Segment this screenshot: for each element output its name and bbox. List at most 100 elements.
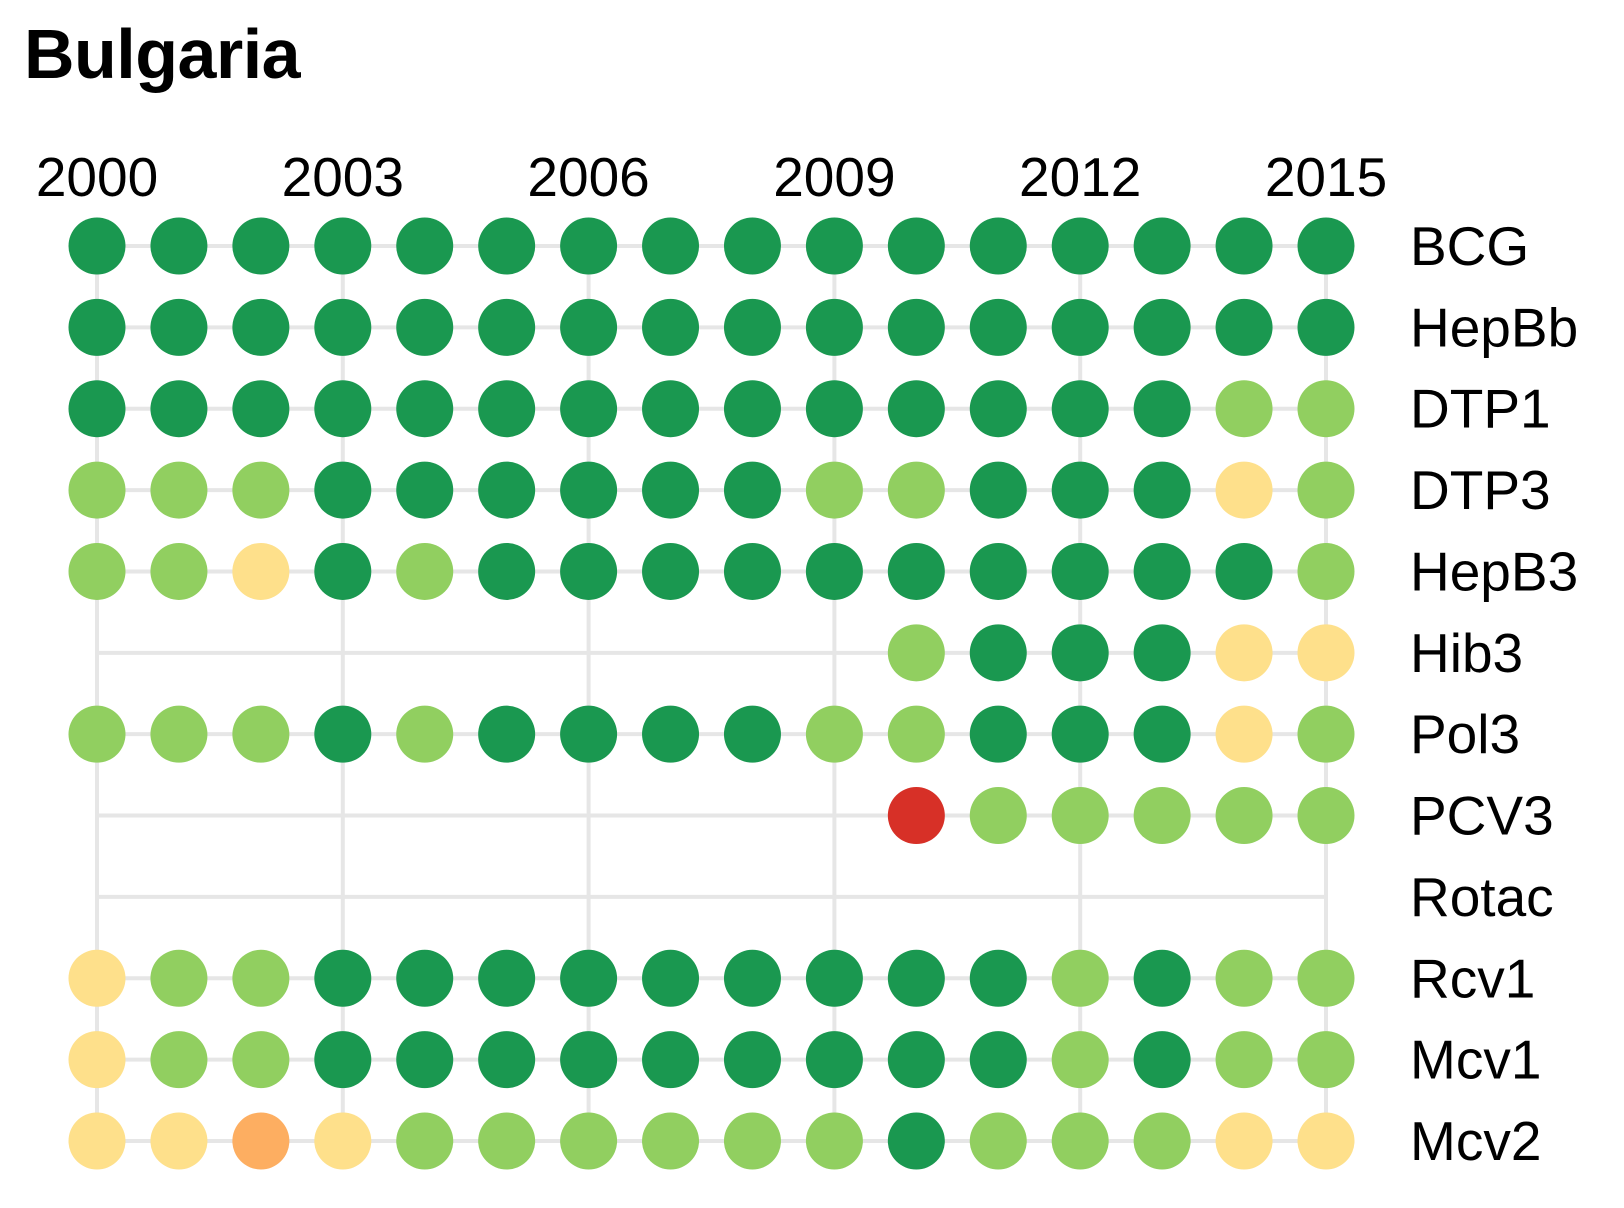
dot-hepb3-2008	[723, 542, 781, 600]
dot-bcg-2000	[68, 217, 126, 275]
dot-pol3-2010	[887, 705, 945, 763]
row-label-hib3: Hib3	[1410, 622, 1523, 684]
dot-mcv2-2011	[969, 1112, 1027, 1170]
dot-dtp1-2001	[150, 380, 208, 438]
dot-dtp3-2012	[1051, 461, 1109, 519]
dot-mcv2-2010	[887, 1112, 945, 1170]
dot-mcv1-2014	[1215, 1031, 1273, 1089]
dot-pol3-2011	[969, 705, 1027, 763]
dot-bcg-2012	[1051, 217, 1109, 275]
dot-bcg-2015	[1297, 217, 1355, 275]
dot-mcv1-2001	[150, 1031, 208, 1089]
dot-mcv2-2009	[805, 1112, 863, 1170]
dot-mcv2-2014	[1215, 1112, 1273, 1170]
x-tick-label-2003: 2003	[282, 146, 404, 208]
dot-hepb3-2006	[560, 542, 618, 600]
dot-pol3-2006	[560, 705, 618, 763]
coverage-dots	[68, 217, 1355, 1170]
dot-hepbb-2008	[723, 298, 781, 356]
dot-dtp3-2008	[723, 461, 781, 519]
dot-hepb3-2005	[478, 542, 536, 600]
dot-pol3-2005	[478, 705, 536, 763]
dot-mcv1-2007	[642, 1031, 700, 1089]
dot-mcv2-2006	[560, 1112, 618, 1170]
dot-hepbb-2011	[969, 298, 1027, 356]
dot-pol3-2007	[642, 705, 700, 763]
dot-hepbb-2009	[805, 298, 863, 356]
dot-mcv1-2012	[1051, 1031, 1109, 1089]
dot-rcv1-2011	[969, 949, 1027, 1007]
dot-mcv1-2005	[478, 1031, 536, 1089]
dot-dtp3-2000	[68, 461, 126, 519]
dot-mcv2-2003	[314, 1112, 372, 1170]
row-label-hepbb: HepBb	[1410, 296, 1578, 358]
dot-pol3-2004	[396, 705, 454, 763]
dot-pol3-2012	[1051, 705, 1109, 763]
dot-pcv3-2013	[1133, 787, 1191, 845]
chart-title: Bulgaria	[24, 15, 301, 93]
dot-bcg-2014	[1215, 217, 1273, 275]
row-labels: BCG HepBb DTP1 DTP3 HepB3 Hib3 Pol3 PCV3 Rotac Rc…	[1410, 215, 1578, 1172]
dot-rcv1-2006	[560, 949, 618, 1007]
dot-pcv3-2012	[1051, 787, 1109, 845]
dot-hepbb-2013	[1133, 298, 1191, 356]
dot-dtp1-2008	[723, 380, 781, 438]
row-label-mcv2: Mcv2	[1410, 1110, 1541, 1172]
row-label-rcv1: Rcv1	[1410, 947, 1535, 1009]
dot-dtp3-2015	[1297, 461, 1355, 519]
x-tick-label-2009: 2009	[773, 146, 895, 208]
dot-hepb3-2001	[150, 542, 208, 600]
dot-bcg-2009	[805, 217, 863, 275]
dot-hepbb-2012	[1051, 298, 1109, 356]
dot-pol3-2009	[805, 705, 863, 763]
row-label-hepb3: HepB3	[1410, 540, 1578, 602]
dot-hepb3-2010	[887, 542, 945, 600]
dot-pol3-2014	[1215, 705, 1273, 763]
row-label-bcg: BCG	[1410, 215, 1529, 277]
dot-bcg-2010	[887, 217, 945, 275]
dot-rcv1-2007	[642, 949, 700, 1007]
dot-dtp3-2004	[396, 461, 454, 519]
dot-dtp3-2001	[150, 461, 208, 519]
dot-pol3-2003	[314, 705, 372, 763]
dot-rcv1-2003	[314, 949, 372, 1007]
dot-bcg-2011	[969, 217, 1027, 275]
dot-mcv1-2013	[1133, 1031, 1191, 1089]
dot-mcv1-2004	[396, 1031, 454, 1089]
dot-dtp3-2009	[805, 461, 863, 519]
dot-mcv2-2007	[642, 1112, 700, 1170]
dot-rcv1-2000	[68, 949, 126, 1007]
dot-hib3-2015	[1297, 624, 1355, 682]
grid-lines	[95, 244, 1328, 1144]
dot-dtp3-2014	[1215, 461, 1273, 519]
dot-hepb3-2002	[232, 542, 290, 600]
dot-mcv1-2010	[887, 1031, 945, 1089]
dot-pcv3-2010	[887, 787, 945, 845]
dot-dtp1-2011	[969, 380, 1027, 438]
dot-dtp1-2002	[232, 380, 290, 438]
dot-hepb3-2013	[1133, 542, 1191, 600]
dot-dtp3-2007	[642, 461, 700, 519]
dot-rcv1-2012	[1051, 949, 1109, 1007]
dot-mcv1-2009	[805, 1031, 863, 1089]
dot-rcv1-2010	[887, 949, 945, 1007]
dot-dtp1-2013	[1133, 380, 1191, 438]
dot-bcg-2003	[314, 217, 372, 275]
dot-mcv2-2001	[150, 1112, 208, 1170]
x-tick-label-2000: 2000	[36, 146, 158, 208]
dot-hepb3-2003	[314, 542, 372, 600]
dot-dtp3-2005	[478, 461, 536, 519]
dot-dtp3-2011	[969, 461, 1027, 519]
dot-hepb3-2000	[68, 542, 126, 600]
row-label-dtp3: DTP3	[1410, 459, 1551, 521]
dot-mcv1-2008	[723, 1031, 781, 1089]
row-label-pcv3: PCV3	[1410, 785, 1554, 847]
dot-rcv1-2009	[805, 949, 863, 1007]
dot-dtp1-2005	[478, 380, 536, 438]
dot-mcv2-2012	[1051, 1112, 1109, 1170]
dot-mcv2-2008	[723, 1112, 781, 1170]
dot-mcv1-2015	[1297, 1031, 1355, 1089]
dot-hepb3-2009	[805, 542, 863, 600]
dot-hepb3-2011	[969, 542, 1027, 600]
